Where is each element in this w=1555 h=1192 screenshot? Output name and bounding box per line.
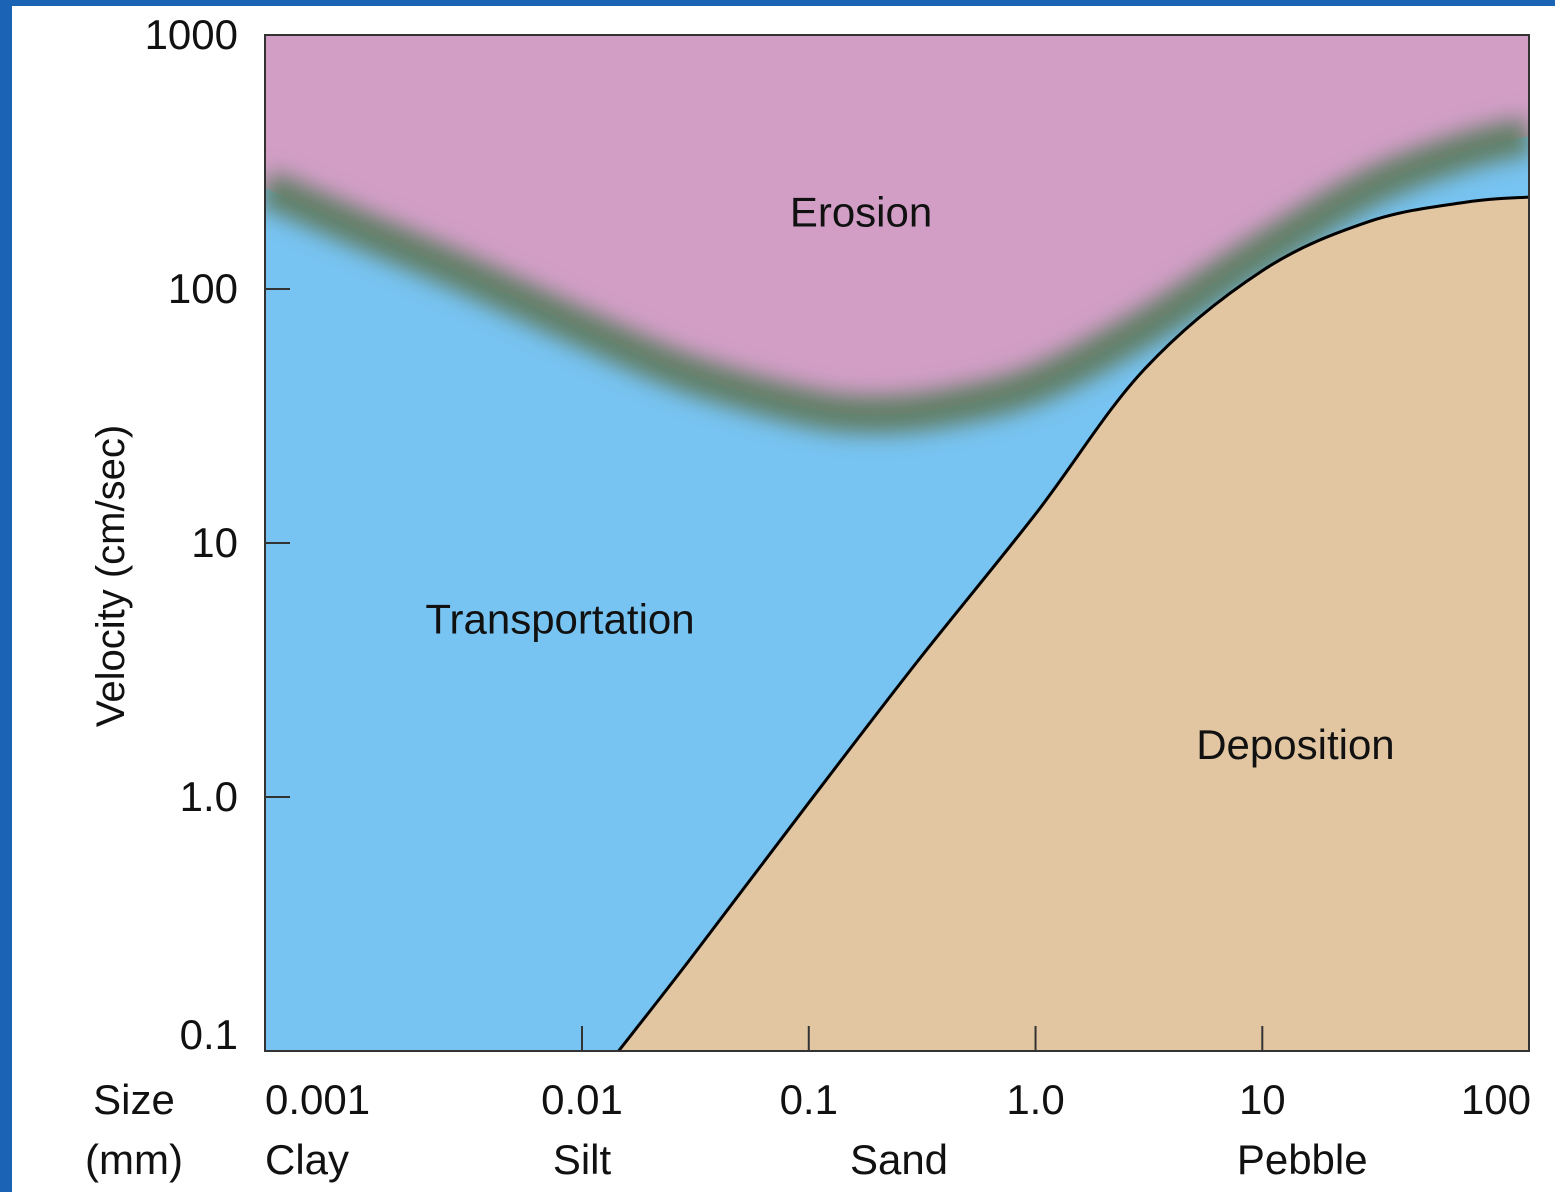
x-tick-label: 0.1: [780, 1076, 838, 1123]
y-tick-label: 1000: [145, 11, 238, 58]
deposition-region: [618, 197, 1529, 1051]
region-label-transportation: Transportation: [425, 595, 694, 642]
chart: 1000 100 10 1.0 0.1 0.001 0.01 0.1 1.0 10 100 Cla…: [85, 11, 1531, 1183]
size-class-label: Clay: [265, 1136, 349, 1183]
x-axis-title-line1: Size: [93, 1076, 175, 1123]
region-label-erosion: Erosion: [790, 189, 932, 236]
x-tick-label: 0.01: [541, 1076, 623, 1123]
size-class-label: Sand: [850, 1136, 948, 1183]
x-tick-label: 100: [1461, 1076, 1531, 1123]
region-labels: Erosion Transportation Deposition: [425, 189, 1394, 769]
y-axis: 1000 100 10 1.0 0.1: [145, 11, 290, 1058]
size-class-label: Silt: [553, 1136, 612, 1183]
y-tick-label: 0.1: [180, 1011, 238, 1058]
x-axis: 0.001 0.01 0.1 1.0 10 100: [265, 1026, 1531, 1123]
x-tick-label: 0.001: [265, 1076, 370, 1123]
y-tick-label: 100: [168, 265, 238, 312]
region-label-deposition: Deposition: [1196, 721, 1394, 768]
x-axis-title-line2: (mm): [85, 1136, 183, 1183]
y-axis-title: Velocity (cm/sec): [89, 425, 133, 727]
size-class-labels: Clay Silt Sand Pebble: [265, 1136, 1368, 1183]
y-tick-label: 1.0: [180, 773, 238, 820]
figure-panel: 1000 100 10 1.0 0.1 0.001 0.01 0.1 1.0 10 100 Cla…: [12, 6, 1555, 1192]
erosion-boundary-band: [265, 117, 1529, 434]
x-tick-label: 10: [1239, 1076, 1286, 1123]
y-tick-label: 10: [191, 519, 238, 566]
x-tick-label: 1.0: [1006, 1076, 1064, 1123]
deposition-boundary-line: [617, 195, 1529, 1051]
size-class-label: Pebble: [1237, 1136, 1368, 1183]
